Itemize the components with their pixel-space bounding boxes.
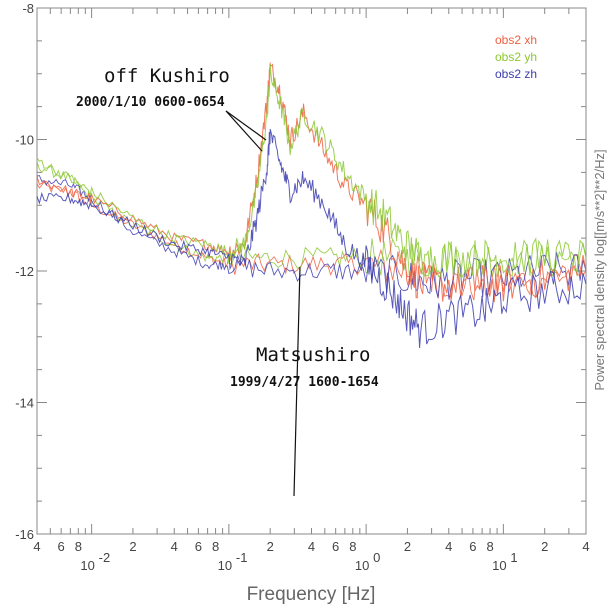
x-minor-tick-label: 4 xyxy=(171,539,178,554)
minor-tick-group xyxy=(36,7,587,535)
x-minor-tick-label: 4 xyxy=(582,539,589,554)
legend-item-zh: obs2 zh xyxy=(495,67,537,81)
x-minor-tick-label: 4 xyxy=(445,539,452,554)
tick-label-group: -8-10-12-14-164 6 8 2 4 6 8 2 4 6 8 2 4 6 8 2 410-210-11… xyxy=(15,1,589,573)
x-minor-tick-label: 6 xyxy=(469,539,476,554)
y-axis-title: Power spectral density log[[m/s**2]**2/H… xyxy=(592,149,607,390)
svg-text:10: 10 xyxy=(492,558,506,573)
x-axis-title: Frequency [Hz] xyxy=(247,584,376,605)
x-minor-tick-label: 8 xyxy=(75,539,82,554)
y-tick-label: -16 xyxy=(15,527,34,542)
legend-item-yh: obs2 yh xyxy=(495,50,537,64)
x-minor-tick-label: 8 xyxy=(349,539,356,554)
kushiro-subtitle: 2000/1/10 0600-0654 xyxy=(76,95,225,110)
svg-text:-2: -2 xyxy=(99,550,111,565)
legend: obs2 xh obs2 yh obs2 zh xyxy=(495,33,537,81)
x-minor-tick-label: 2 xyxy=(541,539,548,554)
x-minor-tick-label: 6 xyxy=(58,539,65,554)
series-line-off-kushiro-zh xyxy=(36,128,587,349)
x-minor-tick-label: 8 xyxy=(212,539,219,554)
svg-text:0: 0 xyxy=(373,550,380,565)
matsushiro-subtitle: 1999/4/27 1600-1654 xyxy=(230,375,379,390)
x-major-tick-label: 10 0 xyxy=(355,550,380,573)
kushiro-title: off Kushiro xyxy=(104,65,230,87)
svg-text:1: 1 xyxy=(510,550,517,565)
x-minor-tick-label: 8 xyxy=(486,539,493,554)
x-major-tick-label: 10 1 xyxy=(492,550,517,573)
series-line-matsushiro-yh xyxy=(36,161,587,279)
x-minor-tick-label: 2 xyxy=(267,539,274,554)
x-minor-tick-label: 2 xyxy=(129,539,136,554)
x-minor-tick-label: 2 xyxy=(404,539,411,554)
kushiro-pointer-1 xyxy=(225,110,267,141)
series-line-matsushiro-xh xyxy=(36,180,587,301)
x-minor-tick-label: 6 xyxy=(332,539,339,554)
x-major-tick-label: 10 -1 xyxy=(218,550,248,573)
y-tick-label: -14 xyxy=(15,396,34,411)
kushiro-pointer-2 xyxy=(225,110,263,152)
svg-text:-1: -1 xyxy=(236,550,248,565)
legend-item-xh: obs2 xh xyxy=(495,33,537,47)
x-minor-tick-label: 6 xyxy=(195,539,202,554)
annotation-layer: off Kushiro 2000/1/10 0600-0654 Matsushi… xyxy=(76,65,379,497)
svg-text:10: 10 xyxy=(355,558,369,573)
y-tick-label: -8 xyxy=(22,1,34,16)
svg-text:10: 10 xyxy=(80,558,94,573)
x-minor-tick-label: 4 xyxy=(33,539,40,554)
svg-text:10: 10 xyxy=(218,558,232,573)
matsushiro-pointer xyxy=(293,266,301,497)
y-tick-label: -10 xyxy=(15,133,34,148)
matsushiro-title: Matsushiro xyxy=(256,344,370,366)
series-layer xyxy=(36,61,587,349)
x-major-tick-label: 10 -2 xyxy=(80,550,110,573)
series-line-off-kushiro-xh xyxy=(36,61,587,303)
y-tick-label: -12 xyxy=(15,264,34,279)
x-minor-tick-label: 4 xyxy=(308,539,315,554)
